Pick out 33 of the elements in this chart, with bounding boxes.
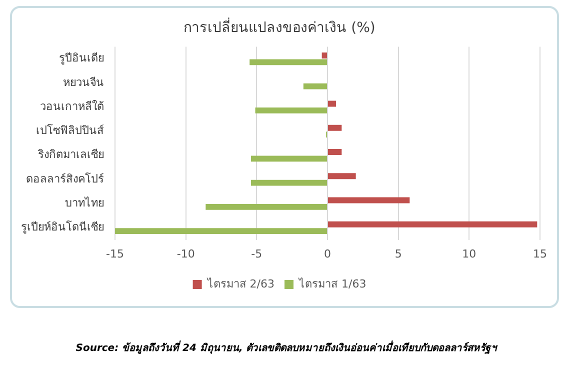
bar <box>322 52 327 59</box>
bar <box>115 228 327 234</box>
y-tick-label: เปโซฟิลิปปินส์ <box>36 123 104 138</box>
x-tick-label: -5 <box>251 247 262 260</box>
bar <box>328 100 336 107</box>
legend-label: ไตรมาส 2/63 <box>206 277 275 290</box>
y-tick-label: หยวนจีน <box>63 76 104 89</box>
y-tick-label: รูเปียห์อินโดนีเซีย <box>21 220 104 234</box>
legend-label: ไตรมาส 1/63 <box>298 277 366 290</box>
bar <box>303 83 327 90</box>
bar <box>328 124 342 131</box>
x-tick-label: 5 <box>394 247 402 260</box>
chart-title: การเปลี่ยนแปลงของค่าเงิน (%) <box>184 18 376 36</box>
x-tick-label: -15 <box>106 247 124 260</box>
y-tick-label: วอนเกาหลีใต้ <box>40 100 104 113</box>
y-tick-label: ดอลลาร์สิงคโปร์ <box>26 171 104 186</box>
source-note: Source: ข้อมูลถึงวันที่ 24 มิถุนายน, ตัวเลขติดลบหมายถึงเงินอ่อนค่าเมื่อเทียบกับดอลลาร์สหรัฐฯ <box>74 340 499 355</box>
y-tick-label: บาทไทย <box>65 196 104 210</box>
bar <box>250 59 327 66</box>
bar <box>255 107 327 114</box>
bar <box>251 156 327 162</box>
bar <box>328 149 342 156</box>
bar <box>328 221 538 228</box>
x-tick-label: 0 <box>324 247 331 260</box>
y-tick-label: ริงกิตมาเลเซีย <box>37 148 104 162</box>
y-tick-label: รูปีอินเดีย <box>59 52 104 65</box>
x-tick-label: 10 <box>462 247 476 260</box>
x-tick-label: -10 <box>176 247 195 260</box>
bar <box>328 197 410 204</box>
bar <box>328 173 356 180</box>
bar <box>251 180 327 186</box>
bar <box>206 204 327 210</box>
x-tick-label: 15 <box>533 247 547 260</box>
